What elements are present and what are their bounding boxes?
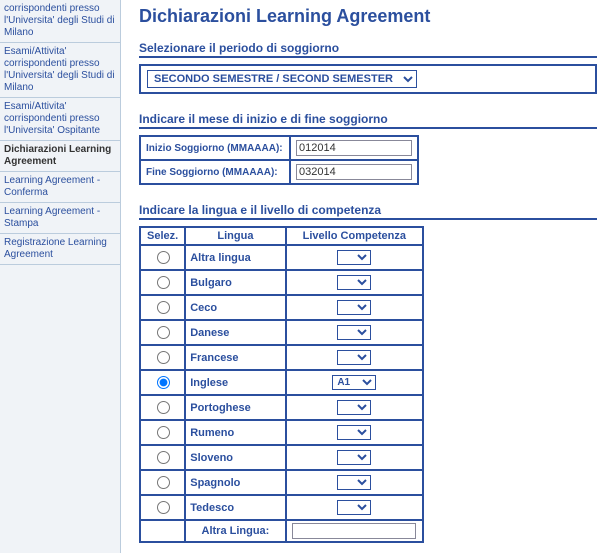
- lang-row: Ceco: [140, 295, 423, 320]
- lang-level-select-3[interactable]: [337, 325, 371, 340]
- lang-radio-10[interactable]: [157, 501, 170, 514]
- lang-col-level: Livello Competenza: [286, 227, 423, 245]
- lang-radio-2[interactable]: [157, 301, 170, 314]
- lang-name: Sloveno: [185, 445, 285, 470]
- sidebar-item-2[interactable]: Esami/Attivita' corrispondenti presso l'…: [0, 98, 120, 141]
- stay-start-label: Inizio Soggiorno (MMAAAA):: [140, 136, 290, 160]
- lang-level-select-4[interactable]: [337, 350, 371, 365]
- lang-radio-9[interactable]: [157, 476, 170, 489]
- lang-col-lang: Lingua: [185, 227, 285, 245]
- lang-radio-7[interactable]: [157, 426, 170, 439]
- lang-row: Sloveno: [140, 445, 423, 470]
- lang-name: Spagnolo: [185, 470, 285, 495]
- lang-row: Spagnolo: [140, 470, 423, 495]
- lang-level-select-9[interactable]: [337, 475, 371, 490]
- lang-name: Tedesco: [185, 495, 285, 520]
- lang-header: Indicare la lingua e il livello di compe…: [139, 203, 597, 220]
- lang-row: Rumeno: [140, 420, 423, 445]
- lang-radio-6[interactable]: [157, 401, 170, 414]
- sidebar-item-0[interactable]: corrispondenti presso l'Universita' degl…: [0, 0, 120, 43]
- lang-radio-4[interactable]: [157, 351, 170, 364]
- stay-end-label: Fine Soggiorno (MMAAAA):: [140, 160, 290, 184]
- sidebar-item-6[interactable]: Registrazione Learning Agreement: [0, 234, 120, 265]
- lang-radio-1[interactable]: [157, 276, 170, 289]
- sidebar-item-5[interactable]: Learning Agreement - Stampa: [0, 203, 120, 234]
- main-content: Dichiarazioni Learning Agreement Selezio…: [121, 0, 615, 553]
- stay-end-row: Fine Soggiorno (MMAAAA):: [140, 160, 418, 184]
- altra-lingua-input[interactable]: [292, 523, 416, 539]
- lang-level-select-0[interactable]: [337, 250, 371, 265]
- lang-row: Francese: [140, 345, 423, 370]
- stay-table: Inizio Soggiorno (MMAAAA): Fine Soggiorn…: [139, 135, 419, 185]
- lang-radio-5[interactable]: [157, 376, 170, 389]
- lang-level-select-6[interactable]: [337, 400, 371, 415]
- lang-col-sel: Selez.: [140, 227, 185, 245]
- lang-table: Selez. Lingua Livello Competenza Altra l…: [139, 226, 424, 543]
- lang-row: Portoghese: [140, 395, 423, 420]
- period-select[interactable]: SECONDO SEMESTRE / SECOND SEMESTER: [147, 70, 417, 88]
- stay-start-row: Inizio Soggiorno (MMAAAA):: [140, 136, 418, 160]
- lang-row: Bulgaro: [140, 270, 423, 295]
- lang-name: Bulgaro: [185, 270, 285, 295]
- lang-level-select-2[interactable]: [337, 300, 371, 315]
- lang-row: Inglese A1: [140, 370, 423, 395]
- lang-row: Altra lingua: [140, 245, 423, 270]
- lang-level-select-7[interactable]: [337, 425, 371, 440]
- lang-name: Inglese: [185, 370, 285, 395]
- period-header: Selezionare il periodo di soggiorno: [139, 41, 597, 58]
- stay-header: Indicare il mese di inizio e di fine sog…: [139, 112, 597, 129]
- lang-level-select-5[interactable]: A1: [332, 375, 376, 390]
- lang-radio-3[interactable]: [157, 326, 170, 339]
- sidebar: corrispondenti presso l'Universita' degl…: [0, 0, 121, 553]
- lang-row: Danese: [140, 320, 423, 345]
- lang-name: Portoghese: [185, 395, 285, 420]
- lang-name: Ceco: [185, 295, 285, 320]
- altra-lingua-label: Altra Lingua:: [185, 520, 285, 542]
- lang-radio-0[interactable]: [157, 251, 170, 264]
- lang-name: Rumeno: [185, 420, 285, 445]
- lang-level-select-8[interactable]: [337, 450, 371, 465]
- lang-level-select-1[interactable]: [337, 275, 371, 290]
- period-box: SECONDO SEMESTRE / SECOND SEMESTER: [139, 64, 597, 94]
- lang-radio-8[interactable]: [157, 451, 170, 464]
- lang-name: Danese: [185, 320, 285, 345]
- lang-level-select-10[interactable]: [337, 500, 371, 515]
- stay-start-input[interactable]: [296, 140, 412, 156]
- sidebar-item-4[interactable]: Learning Agreement - Conferma: [0, 172, 120, 203]
- lang-name: Altra lingua: [185, 245, 285, 270]
- stay-end-input[interactable]: [296, 164, 412, 180]
- lang-altra-row: Altra Lingua:: [140, 520, 423, 542]
- lang-name: Francese: [185, 345, 285, 370]
- sidebar-item-1[interactable]: Esami/Attivita' corrispondenti presso l'…: [0, 43, 120, 98]
- sidebar-item-3[interactable]: Dichiarazioni Learning Agreement: [0, 141, 120, 172]
- lang-row: Tedesco: [140, 495, 423, 520]
- page-title: Dichiarazioni Learning Agreement: [139, 6, 597, 27]
